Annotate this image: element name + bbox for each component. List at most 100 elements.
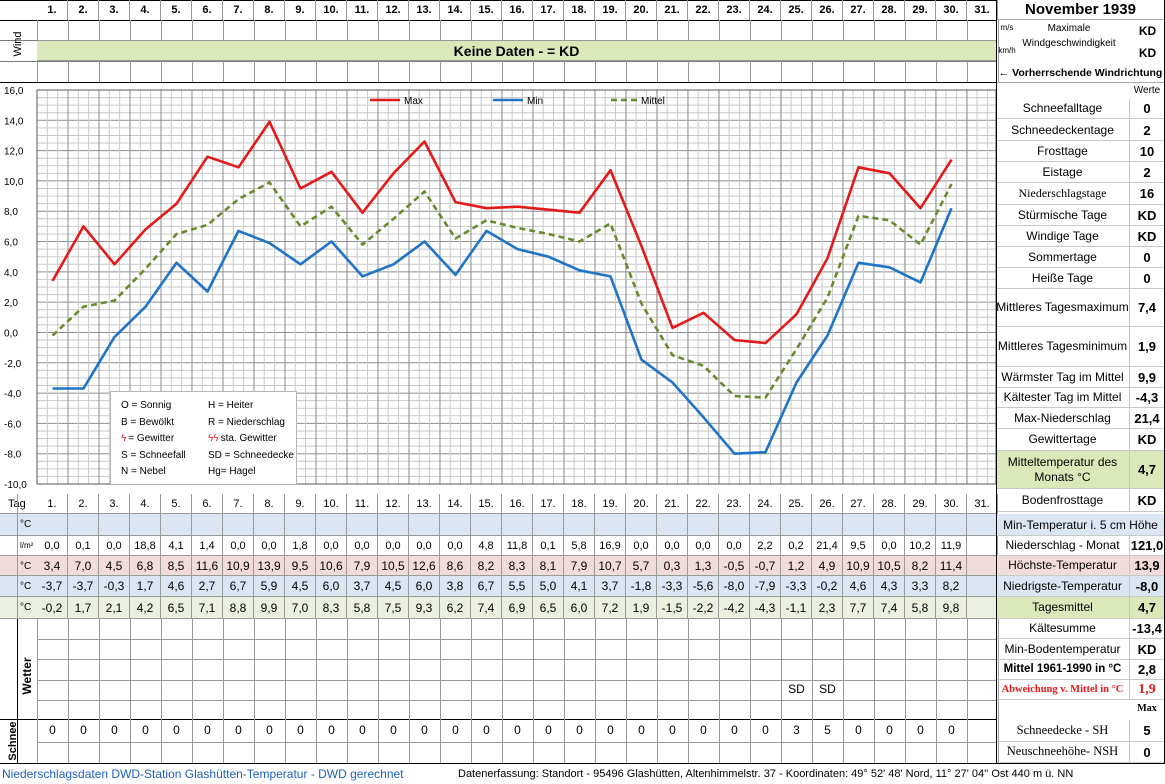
top-grid-line [440, 20, 441, 40]
table-cell-max: -0,5 [719, 556, 750, 576]
table-cell-blank [874, 514, 905, 536]
stat-label: Mittleres Tagesminimum [996, 327, 1130, 366]
table-cell-max: 10,9 [843, 556, 874, 576]
top-grid-line [936, 61, 937, 82]
weather-legend-item: Hg= Hagel [208, 466, 256, 477]
wetter-row-line [37, 679, 996, 681]
day-header-7: 7. [223, 0, 254, 20]
schnee-cell: 0 [855, 724, 862, 736]
table-cell-precip: 0,1 [68, 536, 99, 556]
schnee-cell: 0 [111, 724, 118, 736]
day-header-24: 24. [750, 0, 781, 20]
top-grid-line [781, 61, 782, 82]
table-cell-precip: 11,8 [502, 536, 533, 556]
day-label-10: 10. [316, 494, 347, 514]
table-cell-min: 4,5 [285, 576, 316, 597]
weather-legend-item: SD = Schneedecke [208, 449, 294, 461]
summary-value: -13,4 [1132, 621, 1162, 636]
day-label-23: 23. [719, 494, 750, 514]
table-cell-precip: 0,0 [409, 536, 440, 556]
wetter-col-line [719, 619, 720, 720]
stat-label: Frosttage [996, 141, 1130, 161]
stat-row: Stürmische Tage KD [996, 205, 1165, 226]
table-cell-max: 11,4 [936, 556, 967, 576]
summary-row: Niederschlag - Monat 121,0 [996, 536, 1165, 556]
table-cell-max: 3,4 [37, 556, 68, 576]
day-label-20: 20. [626, 494, 657, 514]
table-cell-blank [285, 514, 316, 536]
schnee-cell: 0 [607, 724, 614, 736]
wind-unit-ms: m/s [1000, 23, 1014, 32]
table-cell-precip: 0,0 [626, 536, 657, 556]
table-cell-max: -0,7 [750, 556, 781, 576]
table-cell-precip: 0,2 [781, 536, 812, 556]
table-cell-mean: 7,0 [285, 597, 316, 619]
unit-separator [17, 514, 18, 536]
legend-label-min: Min [527, 96, 543, 107]
table-cell-min: -3,7 [37, 576, 68, 597]
top-grid-line [192, 20, 193, 40]
y-tick-label: 16,0 [4, 86, 24, 97]
stat-label: Max-Niederschlag [996, 408, 1130, 428]
table-cell-blank [192, 514, 223, 536]
table-cell-mean: 7,1 [192, 597, 223, 619]
top-grid-line [409, 61, 410, 82]
top-grid-line [595, 20, 596, 40]
wetter-section: Wetter SD SD [0, 619, 999, 720]
row-unit: °C [20, 581, 32, 592]
table-cell-blank [68, 514, 99, 536]
table-cell-precip: 9,5 [843, 536, 874, 556]
wetter-col-line [843, 619, 844, 720]
top-grid-line [502, 61, 503, 82]
y-tick-label: 10,0 [4, 177, 24, 188]
weather-legend-item: R = Niederschlag [208, 416, 285, 428]
table-cell-blank [564, 514, 595, 536]
schnee-col-line [502, 720, 503, 763]
summary-value: 0 [1143, 744, 1151, 760]
y-tick-label: 6,0 [4, 238, 18, 249]
table-cell-precip: 0,0 [316, 536, 347, 556]
row-unit: l/m² [20, 541, 34, 550]
top-grid-line [378, 20, 379, 40]
stat-row: Schneedeckentage 2 [996, 120, 1165, 141]
schnee-cell: 0 [452, 724, 459, 736]
table-cell-min: 1,7 [130, 576, 161, 597]
stat-row: Kältester Tag im Mittel -4,3 [996, 388, 1165, 408]
day-header-28: 28. [874, 0, 905, 20]
schnee-cell: 0 [731, 724, 738, 736]
top-grid-line [936, 20, 937, 40]
max-label: Max [1137, 703, 1157, 714]
table-cell-max: 10,6 [316, 556, 347, 576]
table-cell-precip [967, 536, 998, 556]
table-cell-max: 13,9 [254, 556, 285, 576]
stat-row: Bodenfrosttage KD [996, 489, 1165, 512]
stat-value: 2 [1143, 164, 1151, 180]
summary-row: Mittel 1961-1990 in °C 2,8 [996, 660, 1165, 680]
schnee-col-line [68, 720, 69, 763]
table-cell-max: 8,2 [905, 556, 936, 576]
footer-right: Datenerfassung: Standort - 95496 Glashüt… [458, 768, 1074, 780]
day-label-31: 31. [967, 494, 998, 514]
stat-value: 7,4 [1137, 300, 1157, 315]
top-grid [37, 20, 999, 82]
schnee-cell: 0 [917, 724, 924, 736]
wetter-col-line [502, 619, 503, 720]
top-grid-line [533, 20, 534, 40]
table-cell-max: 10,7 [595, 556, 626, 576]
day-label-6: 6. [192, 494, 223, 514]
summary-value: 5 [1143, 723, 1151, 738]
top-grid-line [223, 61, 224, 82]
day-label-8: 8. [254, 494, 285, 514]
day-header-27: 27. [843, 0, 874, 20]
top-grid-line [657, 20, 658, 40]
table-cell-blank [533, 514, 564, 536]
no-data-banner: Keine Daten - = KD [37, 40, 996, 61]
table-cell-precip: 0,0 [223, 536, 254, 556]
day-header-23: 23. [719, 0, 750, 20]
table-cell-mean: 1,7 [68, 597, 99, 619]
schnee-cell: 0 [483, 724, 490, 736]
top-grid-line [161, 61, 162, 82]
table-cell-min: -5,6 [688, 576, 719, 597]
top-grid-line [502, 20, 503, 40]
top-grid-line [130, 20, 131, 40]
